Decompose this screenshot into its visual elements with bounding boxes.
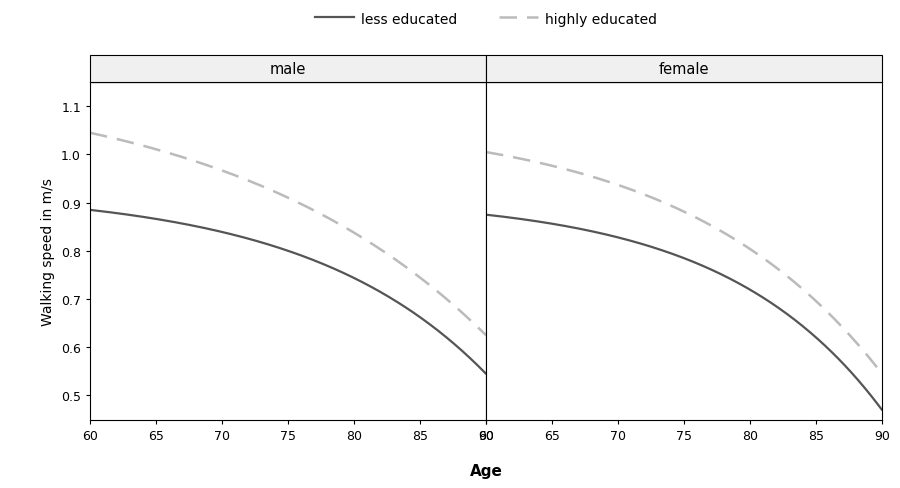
Bar: [486, 56, 882, 83]
Text: Age: Age: [470, 463, 502, 478]
Text: male: male: [270, 62, 306, 77]
Text: female: female: [659, 62, 709, 77]
Bar: [90, 56, 486, 83]
Y-axis label: Walking speed in m/s: Walking speed in m/s: [41, 178, 56, 325]
Legend: less educated, highly educated: less educated, highly educated: [310, 7, 662, 32]
